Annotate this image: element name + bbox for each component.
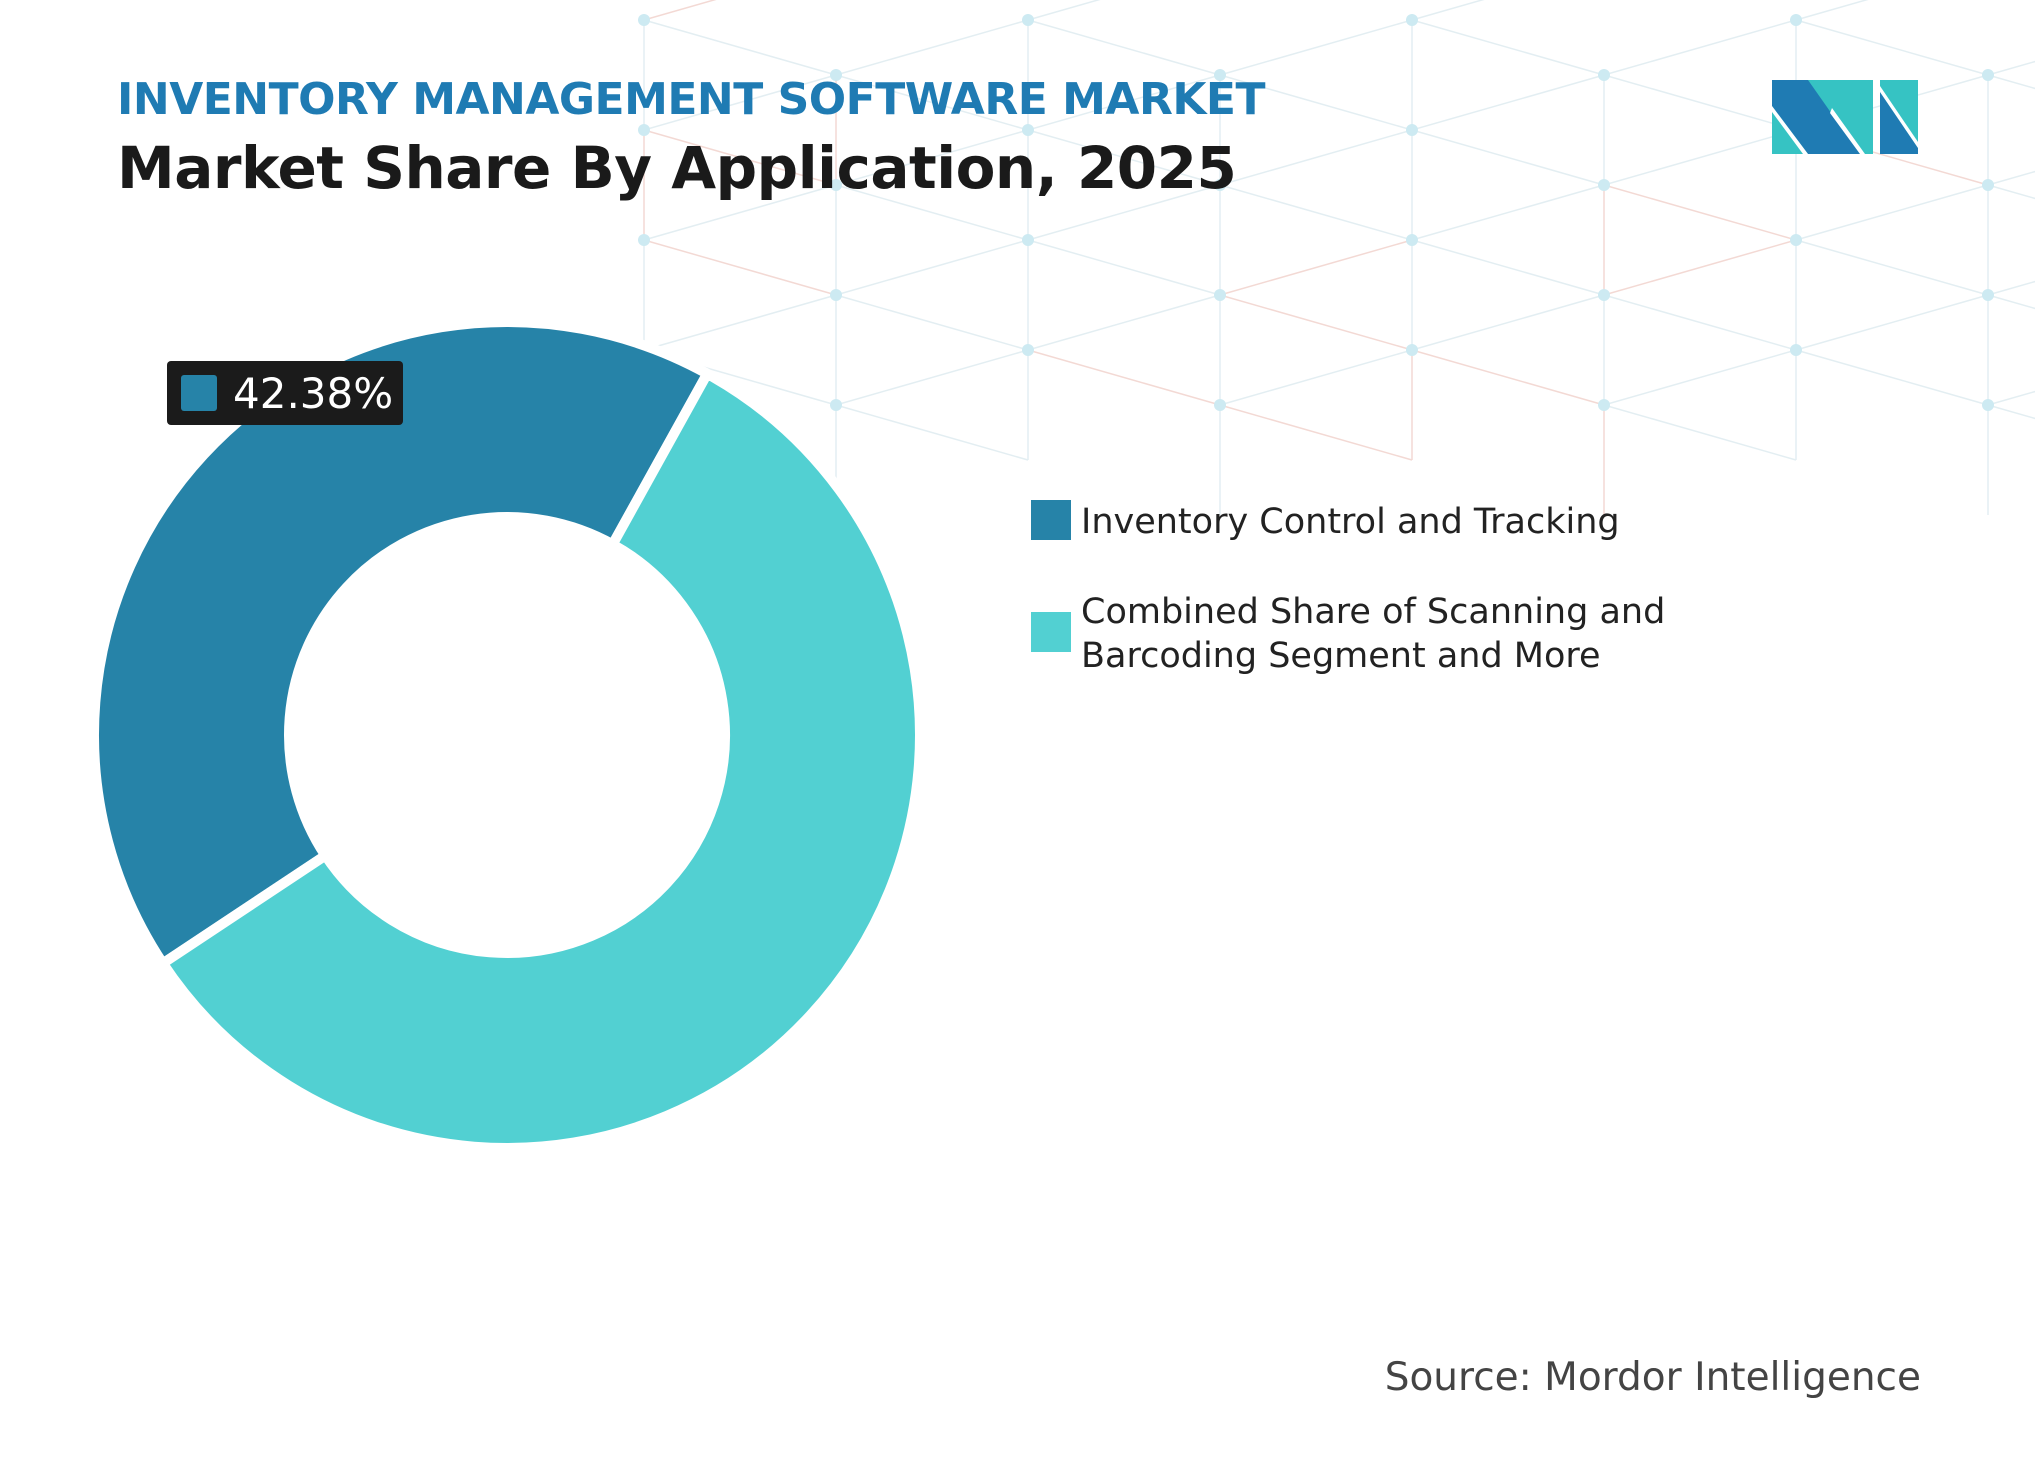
legend-label: Inventory Control and Tracking (1081, 500, 1721, 544)
legend-swatch (1031, 500, 1071, 540)
legend-swatch (1031, 612, 1071, 652)
source-note: Source: Mordor Intelligence (1385, 1355, 1921, 1400)
legend-item: Combined Share of Scanning and Barcoding… (1031, 590, 1721, 678)
legend-item: Inventory Control and Tracking (1031, 500, 1721, 544)
data-label-inventory-control: 42.38% (167, 361, 403, 425)
data-label-value: 42.38% (233, 369, 393, 418)
legend-label: Combined Share of Scanning and Barcoding… (1081, 590, 1721, 678)
chart-legend: Inventory Control and Tracking Combined … (1031, 500, 1721, 724)
data-label-swatch (181, 375, 217, 411)
